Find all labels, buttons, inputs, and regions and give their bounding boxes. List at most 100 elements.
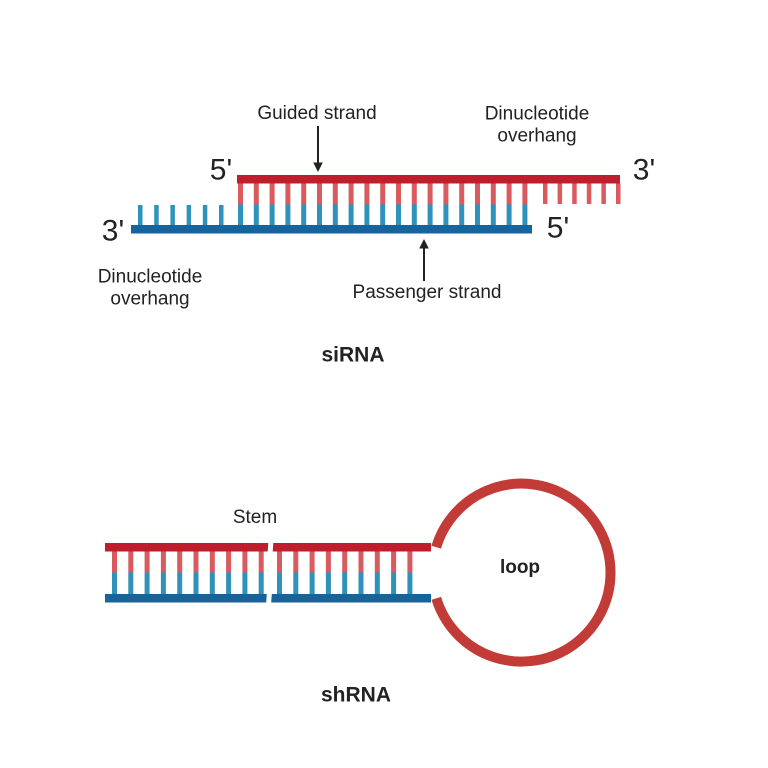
base-pair-rung — [325, 551, 331, 573]
passenger-strand-arrowhead-icon — [419, 239, 429, 249]
base-pair-rung — [258, 551, 264, 573]
shrna-base-pairs — [112, 551, 413, 594]
base-pair-rung — [309, 572, 315, 594]
base-pair-rung — [238, 183, 243, 205]
base-pair-rung — [160, 551, 166, 573]
base-pair-rung — [374, 572, 380, 594]
base-pair-rung — [572, 183, 577, 204]
base-pair-rung — [269, 204, 275, 225]
dinucleotide-overhang-bottom-label: Dinucleotide overhang — [97, 266, 203, 310]
base-pair-rung — [459, 204, 465, 225]
base-pair-rung — [586, 183, 592, 204]
base-pair-rung — [506, 183, 512, 205]
base-pair-rung — [170, 205, 175, 225]
base-pair-rung — [301, 204, 307, 225]
base-pair-rung — [253, 204, 259, 225]
base-pair-rung — [342, 572, 348, 594]
base-pair-rung — [616, 183, 621, 204]
base-pair-rung — [238, 204, 243, 225]
base-pair-rung — [209, 551, 215, 573]
base-pair-rung — [358, 572, 364, 594]
base-pair-rung — [490, 204, 496, 225]
base-pair-rung — [154, 205, 159, 225]
base-pair-rung — [242, 551, 248, 573]
base-pair-rung — [209, 572, 215, 594]
base-pair-rung — [427, 183, 433, 205]
guided-strand-arrowhead-icon — [313, 162, 323, 172]
base-pair-rung — [411, 204, 417, 225]
shrna-stem-break-bottom — [266, 592, 272, 605]
passenger-strand-3-prime-label: 3' — [101, 214, 125, 248]
base-pair-rung — [177, 551, 183, 573]
base-pair-rung — [396, 204, 401, 225]
dinucleotide-overhang-top-label: Dinucleotide overhang — [484, 103, 590, 147]
guide-strand-3-prime-label: 3' — [632, 153, 656, 187]
base-pair-rung — [301, 183, 307, 205]
base-pair-rung — [380, 183, 386, 205]
base-pair-rung — [193, 572, 199, 594]
base-pair-rung — [348, 204, 354, 225]
sirna-base-pairs — [138, 183, 621, 225]
base-pair-rung — [293, 572, 299, 594]
shrna-title: shRNA — [320, 683, 392, 707]
sirna-title: siRNA — [321, 343, 385, 367]
base-pair-rung — [332, 183, 338, 205]
base-pair-rung — [219, 205, 224, 225]
base-pair-rung — [407, 572, 413, 594]
base-pair-rung — [443, 204, 449, 225]
base-pair-rung — [459, 183, 465, 205]
base-pair-rung — [285, 183, 291, 205]
base-pair-rung — [342, 551, 348, 573]
base-pair-rung — [348, 183, 354, 205]
base-pair-rung — [160, 572, 166, 594]
base-pair-rung — [277, 572, 282, 594]
base-pair-rung — [242, 572, 248, 594]
base-pair-rung — [193, 551, 199, 573]
base-pair-rung — [202, 205, 208, 225]
shrna-loop-circle — [431, 478, 616, 667]
passenger-strand-5-prime-label: 5' — [546, 211, 570, 245]
base-pair-rung — [358, 551, 364, 573]
base-pair-rung — [522, 204, 528, 225]
base-pair-rung — [443, 183, 449, 205]
base-pair-rung — [411, 183, 417, 205]
base-pair-rung — [226, 551, 232, 573]
base-pair-rung — [475, 183, 480, 205]
base-pair-rung — [309, 551, 315, 573]
base-pair-rung — [325, 572, 331, 594]
base-pair-rung — [396, 183, 401, 205]
base-pair-rung — [364, 204, 370, 225]
base-pair-rung — [144, 572, 150, 594]
guide-strand-5-prime-label: 5' — [209, 153, 233, 187]
stem-label: Stem — [232, 506, 278, 528]
base-pair-rung — [380, 204, 386, 225]
base-pair-rung — [253, 183, 259, 205]
base-pair-rung — [177, 572, 183, 594]
base-pair-rung — [269, 183, 275, 205]
guided-strand-label: Guided strand — [257, 102, 377, 124]
base-pair-rung — [407, 551, 413, 573]
base-pair-rung — [522, 183, 528, 205]
base-pair-rung — [128, 551, 134, 573]
shrna-stem-break-top — [267, 541, 274, 554]
base-pair-rung — [144, 551, 150, 573]
base-pair-rung — [138, 205, 143, 225]
base-pair-rung — [186, 205, 192, 225]
base-pair-rung — [128, 572, 134, 594]
sirna-passenger-strand-bar — [131, 225, 532, 234]
passenger-strand-label: Passenger strand — [352, 281, 502, 303]
base-pair-rung — [601, 183, 606, 204]
base-pair-rung — [112, 572, 117, 594]
base-pair-rung — [506, 204, 512, 225]
base-pair-rung — [557, 183, 563, 204]
base-pair-rung — [332, 204, 338, 225]
base-pair-rung — [317, 183, 322, 205]
base-pair-rung — [293, 551, 299, 573]
base-pair-rung — [226, 572, 232, 594]
base-pair-rung — [317, 204, 322, 225]
base-pair-rung — [277, 551, 282, 573]
shrna-diagram — [105, 478, 616, 667]
base-pair-rung — [490, 183, 496, 205]
